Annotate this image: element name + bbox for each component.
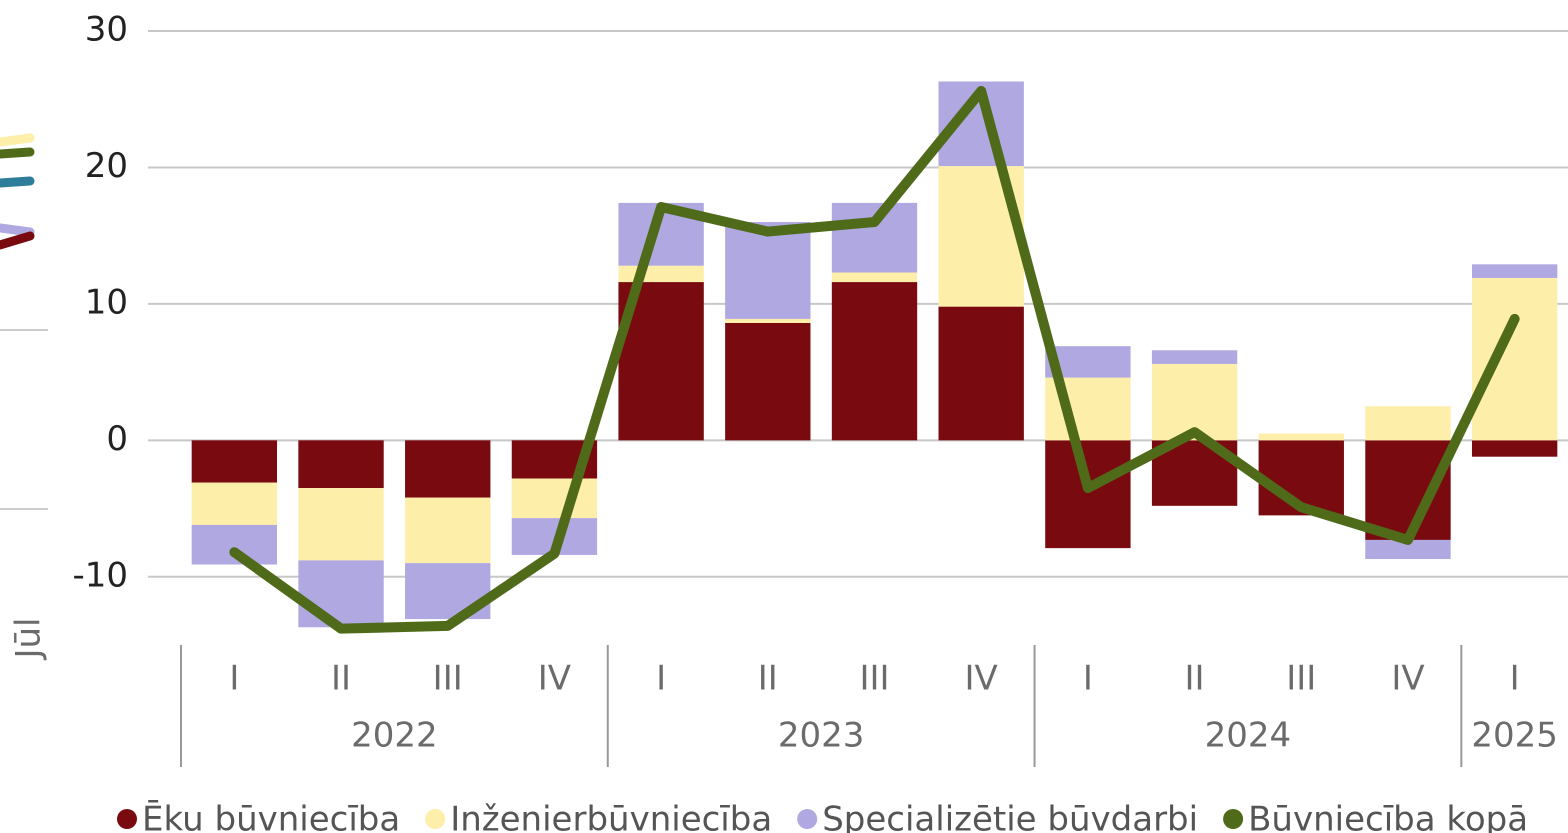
x-tick-label: IV <box>1391 659 1424 699</box>
line-series <box>229 86 1520 634</box>
cropped-fragments <box>0 133 48 510</box>
bar <box>938 306 1024 441</box>
x-tick-label: III <box>433 659 463 699</box>
legend-marker <box>117 809 137 829</box>
bar <box>618 265 704 283</box>
bar <box>405 440 491 498</box>
x-group-label: 2022 <box>351 716 438 756</box>
legend-label: Būvniecība kopā <box>1248 800 1528 833</box>
bar <box>725 222 811 319</box>
y-tick-label: 10 <box>85 282 128 322</box>
bar <box>191 482 278 525</box>
x-group-label: 2025 <box>1471 716 1558 756</box>
legend-label: Inženierbūvniecība <box>450 800 772 833</box>
legend-marker <box>1223 809 1244 829</box>
x-tick-label: I <box>229 659 239 699</box>
bar <box>1045 440 1131 549</box>
bar <box>1471 440 1558 457</box>
bar <box>1151 350 1238 364</box>
legend-label: Specializētie būvdarbi <box>822 800 1198 833</box>
x-tick-label: III <box>1286 659 1316 699</box>
bar <box>1365 406 1451 441</box>
x-group-label: 2024 <box>1205 716 1292 756</box>
bar <box>298 488 384 561</box>
y-tick-label: -10 <box>72 555 128 595</box>
bar <box>1471 277 1558 441</box>
bar <box>725 318 811 323</box>
x-tick-label: II <box>758 659 778 699</box>
bar <box>1365 440 1451 540</box>
x-tick-label: III <box>859 659 889 699</box>
bar <box>725 322 811 441</box>
bar <box>1258 433 1344 441</box>
bar <box>405 497 491 564</box>
bar <box>831 282 918 441</box>
y-tick-label: 20 <box>85 146 128 186</box>
bar <box>191 440 278 483</box>
legend-marker <box>797 809 818 829</box>
x-tick-label: I <box>1510 659 1520 699</box>
bar <box>511 478 598 519</box>
y-tick-label: 30 <box>85 10 128 50</box>
bar <box>1365 539 1451 560</box>
bar <box>1471 264 1558 278</box>
bar <box>298 440 384 489</box>
x-tick-label: II <box>1185 659 1205 699</box>
legend: Ēku būvniecība Inženierbūvniecība Speciali… <box>117 800 1528 833</box>
x-tick-label: I <box>1083 659 1093 699</box>
x-group-label: 2023 <box>778 716 865 756</box>
y-tick-label: 0 <box>106 419 128 459</box>
bar <box>831 272 918 283</box>
legend-label: Ēku būvniecība <box>142 800 400 833</box>
x-tick-label: IV <box>538 659 571 699</box>
y-axis-label: Jūl <box>9 617 49 660</box>
bar <box>191 524 278 565</box>
x-tick-label: IV <box>965 659 998 699</box>
legend-marker <box>425 809 446 829</box>
bar <box>298 560 384 628</box>
bar <box>831 202 918 273</box>
x-tick-label: I <box>656 659 666 699</box>
x-tick-label: II <box>331 659 351 699</box>
